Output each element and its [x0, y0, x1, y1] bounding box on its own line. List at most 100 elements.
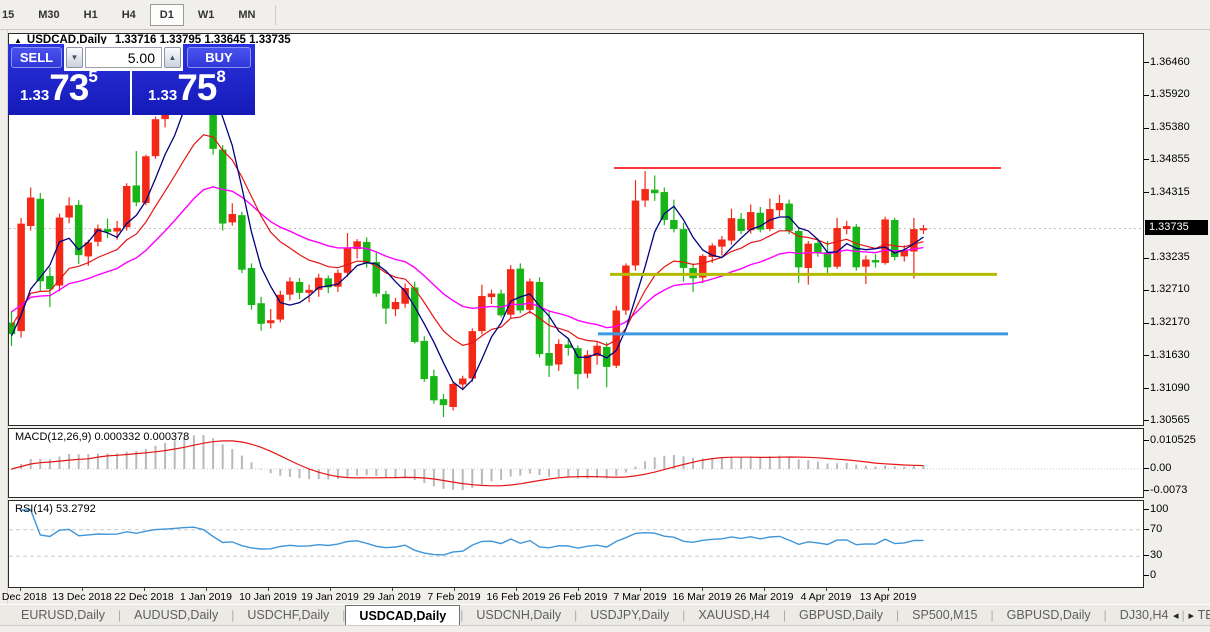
tab-separator: | [1103, 608, 1107, 622]
timeframe-toolbar: 15 M30 H1 H4 D1 W1 MN [0, 0, 1210, 30]
chart-title: ▲ USDCAD,Daily 1.33716 1.33795 1.33645 1.3… [14, 34, 291, 46]
timeframe-button-15[interactable]: 15 [2, 8, 15, 21]
date-tick [702, 588, 703, 591]
candles [9, 52, 928, 418]
window-left-border [0, 30, 8, 605]
price-tick [1144, 62, 1149, 63]
buy-price: 1.33758 [148, 67, 226, 109]
macd-signal-line [11, 440, 924, 487]
status-strip [0, 625, 1210, 632]
chart-tab-gbpusd-9[interactable]: GBPUSD,Daily [1006, 608, 1091, 622]
macd-tick [1144, 489, 1149, 491]
chart-ohlc-values: 1.33716 1.33795 1.33645 1.33735 [114, 34, 291, 46]
price-axis-label: 1.35920 [1150, 88, 1190, 101]
chart-tab-usdcad-3[interactable]: USDCAD,Daily [345, 605, 461, 625]
buy-button[interactable]: BUY [187, 47, 251, 68]
date-tick [206, 588, 207, 591]
chart-tab-audusd-1[interactable]: AUDUSD,Daily [134, 608, 219, 622]
chart-tab-gbpusd-7[interactable]: GBPUSD,Daily [799, 608, 884, 622]
panel-divider [130, 44, 132, 115]
tab-separator: | [574, 608, 578, 622]
timeframe-button-h1[interactable]: H1 [83, 8, 98, 21]
price-tick [1144, 420, 1149, 421]
buy-price-big: 75 [177, 67, 217, 108]
price-axis-label: 1.34315 [1150, 185, 1190, 198]
chart-symbol-label: USDCAD,Daily [26, 34, 107, 46]
rsi-axis-label: 0 [1150, 569, 1157, 581]
chart-tab-usdcnh-4[interactable]: USDCNH,Daily [476, 608, 562, 622]
tab-separator: | [118, 608, 122, 622]
rsi-label: RSI(14) 53.2792 [15, 503, 96, 515]
volume-decrease-button[interactable]: ▼ [66, 47, 83, 68]
volume-increase-button[interactable]: ▲ [164, 47, 181, 68]
date-tick [268, 588, 269, 591]
chart-tab-xauusd-6[interactable]: XAUUSD,H4 [698, 608, 770, 622]
price-axis-label: 1.31630 [1150, 348, 1190, 361]
rsi-canvas [9, 509, 1143, 557]
price-axis-label: 1.31090 [1150, 381, 1190, 394]
date-tick [826, 588, 827, 591]
price-tick [1144, 257, 1149, 259]
timeframe-button-m30[interactable]: M30 [38, 8, 60, 21]
tab-separator: | [460, 608, 464, 622]
macd-label: MACD(12,26,9) 0.000332 0.000378 [15, 431, 190, 443]
one-click-trading-panel: SELL ▼ ▲ BUY 1.33735 1.33758 [8, 44, 255, 115]
rsi-axis-label: 30 [1150, 549, 1163, 562]
timeframe-button-d1[interactable]: D1 [149, 3, 184, 26]
date-axis-label: 4 Dec 2018 [0, 591, 47, 603]
chart-tab-dj30-10[interactable]: DJ30,H4 [1119, 608, 1169, 622]
rsi-tick [1144, 528, 1149, 530]
macd-axis-label: 0.010525 [1150, 433, 1196, 446]
timeframe-button-w1[interactable]: W1 [197, 8, 215, 21]
tab-separator: | [782, 608, 786, 622]
ma-fast-line [10, 81, 924, 391]
date-axis-label: 7 Feb 2019 [427, 591, 481, 603]
chart-tab-usdchf-2[interactable]: USDCHF,Daily [247, 608, 330, 622]
macd-pane: MACD(12,26,9) 0.000332 0.000378 [8, 428, 1144, 498]
price-axis-label: 1.33235 [1150, 251, 1190, 264]
timeframe-button-mn[interactable]: MN [238, 8, 256, 21]
date-axis-label: 7 Mar 2019 [613, 591, 667, 603]
tab-separator: | [990, 608, 994, 622]
chart-tab-usdjpy-5[interactable]: USDJPY,Daily [590, 608, 670, 622]
price-axis-label: 1.35380 [1150, 121, 1190, 134]
date-axis-label: 4 Apr 2019 [800, 591, 852, 603]
price-tick [1144, 289, 1149, 291]
tab-scroll-arrows[interactable]: ◂▸ [1172, 610, 1204, 622]
date-axis-label: 26 Mar 2019 [734, 591, 794, 603]
chart-tab-sp500-8[interactable]: SP500,M15 [912, 608, 978, 622]
chart-tab-tech100-11[interactable]: TECH100,H1 [1197, 608, 1210, 622]
price-tick [1144, 322, 1149, 324]
rsi-axis-label: 70 [1150, 522, 1163, 535]
macd-histogram [10, 435, 925, 490]
date-tick [640, 588, 641, 591]
sell-button[interactable]: SELL [11, 47, 62, 68]
price-axis-label: 1.30565 [1150, 413, 1190, 426]
price-axis-label: 1.32710 [1150, 283, 1190, 296]
volume-input[interactable] [85, 47, 162, 68]
ma-mid-line [10, 134, 924, 346]
price-chart-canvas [9, 52, 1143, 418]
date-axis-label: 22 Dec 2018 [114, 591, 174, 603]
date-axis-label: 13 Apr 2019 [859, 591, 917, 603]
tab-separator: | [896, 608, 900, 622]
macd-axis-label: -0.0073 [1150, 483, 1188, 496]
date-tick [764, 588, 765, 591]
ma-slow-line [11, 186, 924, 329]
timeframe-buttons: 15 M30 H1 H4 D1 W1 MN [0, 3, 267, 26]
date-axis-label: 29 Jan 2019 [363, 591, 421, 603]
date-tick [454, 588, 455, 591]
rsi-tick [1144, 555, 1149, 557]
date-axis-label: 10 Jan 2019 [239, 591, 297, 603]
chart-tab-eurusd-0[interactable]: EURUSD,Daily [21, 608, 106, 622]
sell-price-big: 73 [49, 67, 89, 108]
rsi-tick [1144, 509, 1149, 510]
macd-axis-label: 0.00 [1150, 461, 1172, 474]
sell-price-pip: 5 [88, 67, 98, 86]
rsi-axis-label: 100 [1150, 503, 1169, 515]
timeframe-button-h4[interactable]: H4 [121, 8, 136, 21]
date-tick [82, 588, 83, 591]
sell-price-prefix: 1.33 [20, 87, 50, 104]
price-axis-label: 1.32170 [1150, 316, 1190, 329]
